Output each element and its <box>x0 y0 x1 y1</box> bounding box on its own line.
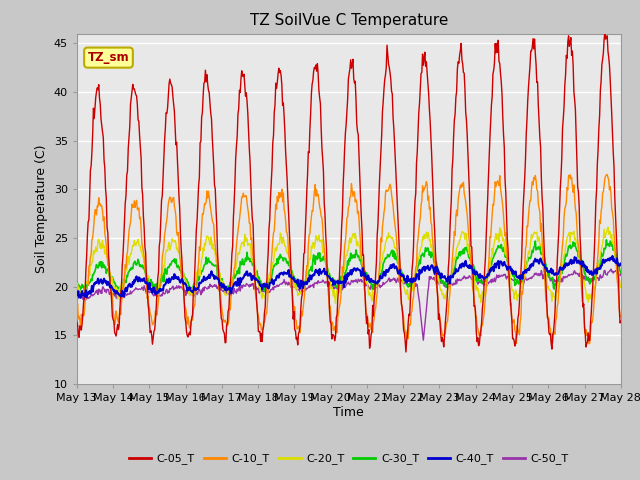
Text: TZ_sm: TZ_sm <box>88 51 129 64</box>
Y-axis label: Soil Temperature (C): Soil Temperature (C) <box>35 144 48 273</box>
Legend: C-05_T, C-10_T, C-20_T, C-30_T, C-40_T, C-50_T: C-05_T, C-10_T, C-20_T, C-30_T, C-40_T, … <box>124 449 573 469</box>
X-axis label: Time: Time <box>333 406 364 419</box>
Title: TZ SoilVue C Temperature: TZ SoilVue C Temperature <box>250 13 448 28</box>
